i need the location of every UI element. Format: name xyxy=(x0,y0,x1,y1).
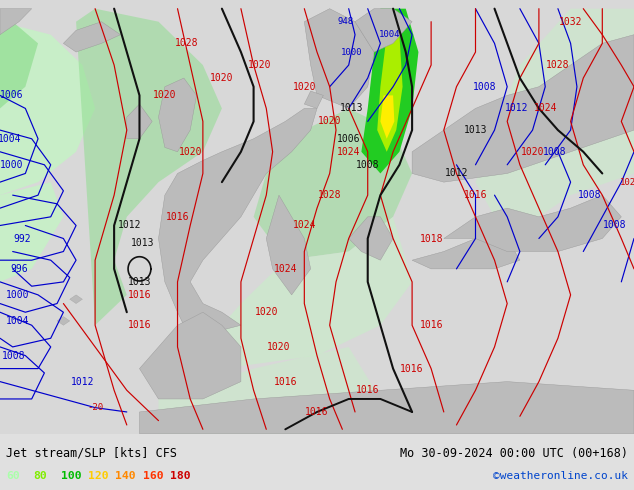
Text: 1008: 1008 xyxy=(473,82,497,92)
Text: 1020: 1020 xyxy=(248,60,272,70)
Text: 1013: 1013 xyxy=(340,103,364,113)
Text: 1020: 1020 xyxy=(267,342,291,352)
Text: 1012: 1012 xyxy=(70,377,94,387)
Polygon shape xyxy=(266,195,311,295)
Text: 996: 996 xyxy=(10,264,28,274)
Text: 1004: 1004 xyxy=(6,316,30,326)
Polygon shape xyxy=(70,295,82,303)
Text: Jet stream/SLP [kts] CFS: Jet stream/SLP [kts] CFS xyxy=(6,447,178,460)
Text: 1020: 1020 xyxy=(178,147,202,157)
Text: 1004: 1004 xyxy=(379,30,401,39)
Polygon shape xyxy=(158,78,197,152)
Text: ©weatheronline.co.uk: ©weatheronline.co.uk xyxy=(493,471,628,481)
Polygon shape xyxy=(380,96,394,139)
Text: 1008: 1008 xyxy=(356,160,380,170)
Text: 1013: 1013 xyxy=(127,277,152,287)
Polygon shape xyxy=(203,217,412,368)
Text: 1008: 1008 xyxy=(2,350,26,361)
Text: 1016: 1016 xyxy=(400,364,424,373)
Polygon shape xyxy=(0,22,95,195)
Polygon shape xyxy=(254,108,412,260)
Text: 1008: 1008 xyxy=(603,220,627,230)
Polygon shape xyxy=(444,195,621,251)
Text: 1020: 1020 xyxy=(620,178,634,187)
Text: 1016: 1016 xyxy=(273,377,297,387)
Text: 1012: 1012 xyxy=(444,169,469,178)
Text: 1020: 1020 xyxy=(521,147,545,157)
Text: Mo 30-09-2024 00:00 UTC (00+168): Mo 30-09-2024 00:00 UTC (00+168) xyxy=(399,447,628,460)
Text: 120: 120 xyxy=(88,471,109,481)
Text: 1020: 1020 xyxy=(254,307,278,317)
Text: 1028: 1028 xyxy=(318,190,342,200)
Text: 1020: 1020 xyxy=(292,82,316,92)
Text: 1000: 1000 xyxy=(6,290,30,300)
Polygon shape xyxy=(0,182,63,282)
Polygon shape xyxy=(57,317,70,325)
Text: 1012: 1012 xyxy=(118,220,142,230)
Polygon shape xyxy=(76,9,222,325)
Text: 1016: 1016 xyxy=(463,190,488,200)
Polygon shape xyxy=(127,104,152,139)
Text: 1028: 1028 xyxy=(546,60,570,70)
Text: 60: 60 xyxy=(6,471,20,481)
Text: 1018: 1018 xyxy=(419,234,443,244)
Text: 1016: 1016 xyxy=(165,212,190,222)
Text: 1020: 1020 xyxy=(153,90,177,100)
Text: 1032: 1032 xyxy=(559,17,583,26)
Text: 160: 160 xyxy=(143,471,164,481)
Bar xyxy=(0,434,634,466)
Polygon shape xyxy=(361,9,418,173)
Text: 1016: 1016 xyxy=(127,290,152,300)
Text: 1012: 1012 xyxy=(505,103,529,113)
Text: 1016: 1016 xyxy=(127,320,152,330)
Polygon shape xyxy=(0,22,38,108)
Polygon shape xyxy=(476,9,634,217)
Text: 1020: 1020 xyxy=(210,73,234,83)
Text: 1008: 1008 xyxy=(578,190,602,200)
Polygon shape xyxy=(63,22,120,52)
Text: 1008: 1008 xyxy=(543,147,567,157)
Text: 1024: 1024 xyxy=(292,220,316,230)
Text: 80: 80 xyxy=(34,471,48,481)
Text: 1000: 1000 xyxy=(0,160,23,170)
Text: 1028: 1028 xyxy=(175,38,199,49)
Text: 1006: 1006 xyxy=(0,90,23,100)
Polygon shape xyxy=(412,35,634,182)
Text: 1024: 1024 xyxy=(533,103,557,113)
Polygon shape xyxy=(158,108,317,338)
Polygon shape xyxy=(158,347,380,434)
Polygon shape xyxy=(412,239,520,269)
Text: 1016: 1016 xyxy=(419,320,443,330)
Polygon shape xyxy=(139,312,241,399)
Text: 992: 992 xyxy=(13,234,31,244)
Text: 1000: 1000 xyxy=(341,48,363,56)
Polygon shape xyxy=(139,382,634,434)
Polygon shape xyxy=(0,9,32,35)
Text: 100: 100 xyxy=(61,471,82,481)
Text: 1004: 1004 xyxy=(0,134,22,144)
Text: -20: -20 xyxy=(87,403,103,412)
Polygon shape xyxy=(304,91,323,108)
Text: 948: 948 xyxy=(337,17,354,26)
Polygon shape xyxy=(355,9,412,52)
Polygon shape xyxy=(349,217,393,260)
Text: 180: 180 xyxy=(170,471,191,481)
Text: 1020: 1020 xyxy=(318,117,342,126)
Text: 1024: 1024 xyxy=(337,147,361,157)
Text: 1013: 1013 xyxy=(463,125,488,135)
Text: 1016: 1016 xyxy=(356,385,380,395)
Polygon shape xyxy=(377,35,403,152)
Text: 1013: 1013 xyxy=(131,238,155,248)
Text: 1016: 1016 xyxy=(305,407,329,417)
Text: 140: 140 xyxy=(115,471,136,481)
Polygon shape xyxy=(304,9,374,108)
Text: 1006: 1006 xyxy=(337,134,361,144)
Text: 1024: 1024 xyxy=(273,264,297,274)
